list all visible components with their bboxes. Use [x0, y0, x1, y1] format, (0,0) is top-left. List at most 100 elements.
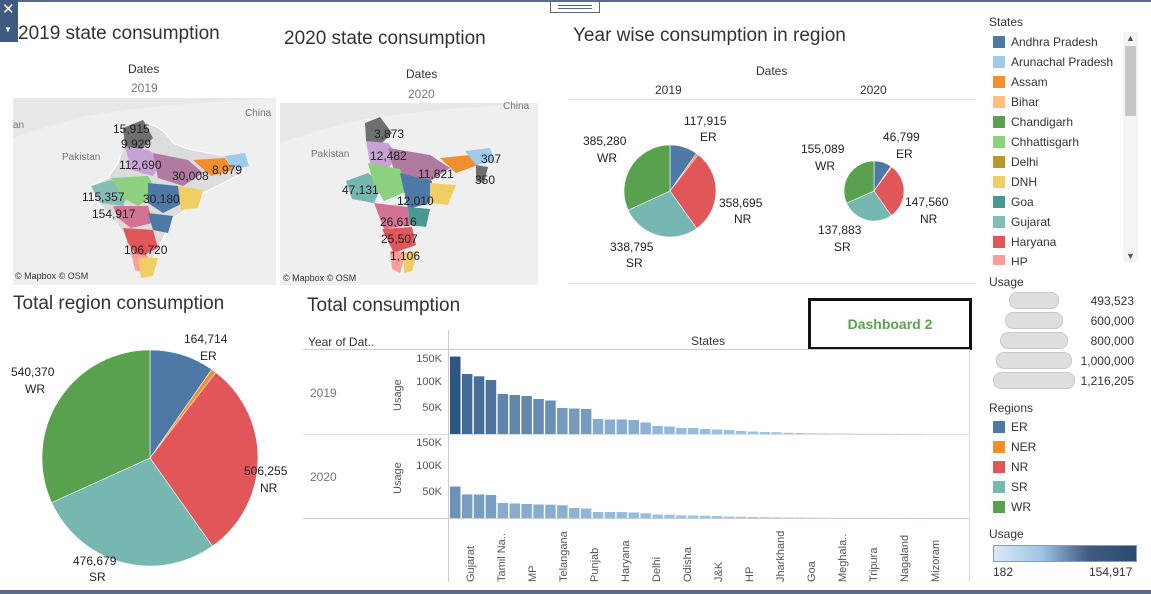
bar-2019-bar[interactable]: [461, 374, 473, 434]
bar-2020-bar[interactable]: [902, 517, 913, 519]
states-legend-item[interactable]: Gujarat: [993, 215, 1050, 229]
bar-2019-bar[interactable]: [723, 430, 735, 434]
bar-2019-bar[interactable]: [652, 426, 663, 434]
bar-2019-bar[interactable]: [533, 399, 544, 434]
states-legend-item[interactable]: Assam: [993, 75, 1048, 89]
bar-2019-bar[interactable]: [676, 428, 687, 434]
bar-2019-bar[interactable]: [569, 408, 580, 435]
bar-2020-bar[interactable]: [747, 517, 759, 518]
bar-2019-bar[interactable]: [854, 433, 866, 435]
pie-2020-slice-wr[interactable]: [843, 160, 875, 204]
bar-2020-bar[interactable]: [688, 515, 699, 519]
bar-2020-bar[interactable]: [664, 514, 675, 518]
states-legend-item[interactable]: Goa: [993, 195, 1034, 209]
bar-2019-bar[interactable]: [842, 433, 854, 435]
bar-2020-bar[interactable]: [878, 517, 889, 519]
bar-2019-bar[interactable]: [580, 409, 592, 434]
bar-2020-bar[interactable]: [807, 517, 818, 519]
bar-2020-bar[interactable]: [485, 495, 497, 518]
regions-legend-item[interactable]: WR: [993, 500, 1031, 514]
bar-2019-bar[interactable]: [557, 408, 568, 434]
bar-2020-bar[interactable]: [652, 514, 663, 519]
scroll-thumb[interactable]: [1125, 46, 1136, 116]
pie-2019[interactable]: [0, 0, 717, 238]
bar-2019-bar[interactable]: [497, 394, 509, 434]
pie-total-slice-wr[interactable]: [41, 349, 151, 504]
bar-2019-bar[interactable]: [866, 433, 878, 435]
bar-2020-bar[interactable]: [818, 517, 830, 519]
states-legend-item[interactable]: Andhra Pradesh: [993, 35, 1098, 49]
bar-2019-bar[interactable]: [521, 396, 532, 434]
bar-2020-bar[interactable]: [580, 508, 592, 519]
pie-2019-slice-nr[interactable]: [669, 154, 717, 229]
dashboard-2-button[interactable]: Dashboard 2: [808, 298, 972, 350]
bar-2019-bar[interactable]: [628, 420, 640, 434]
bar-2020-bar[interactable]: [569, 508, 580, 518]
bar-2019-bar[interactable]: [450, 356, 461, 434]
bar-2020-bar[interactable]: [830, 517, 842, 519]
bar-2019-bar[interactable]: [747, 431, 759, 435]
bar-2019-bar[interactable]: [902, 433, 913, 435]
regions-legend-item[interactable]: SR: [993, 480, 1028, 494]
close-icon[interactable]: ✕: [2, 1, 15, 18]
bar-2020-bar[interactable]: [854, 517, 866, 519]
bar-2019-bar[interactable]: [640, 422, 651, 435]
toolbar-corner[interactable]: ✕ ▼: [0, 0, 18, 42]
regions-legend-item[interactable]: NR: [993, 460, 1028, 474]
bar-2020-bar[interactable]: [604, 512, 616, 518]
pie-2020-slice-nr[interactable]: [873, 166, 905, 216]
pie-2019-slice-wr[interactable]: [623, 144, 671, 211]
bar-2019-bar[interactable]: [485, 380, 497, 434]
bar-2019-bar[interactable]: [830, 433, 842, 435]
bar-2019-bar[interactable]: [914, 433, 925, 435]
bar-2020-bar[interactable]: [450, 486, 461, 519]
bar-2020-bar[interactable]: [890, 517, 901, 519]
map-2020-attribution[interactable]: © Mapbox © OSM: [283, 273, 357, 283]
bar-2020-bar[interactable]: [509, 503, 521, 519]
states-legend-item[interactable]: Arunachal Pradesh: [993, 55, 1113, 69]
bar-2019-bar[interactable]: [616, 419, 628, 435]
bar-2019-bar[interactable]: [699, 429, 711, 434]
bar-2020-bar[interactable]: [783, 517, 794, 518]
chevron-down-icon[interactable]: ▼: [1126, 251, 1135, 261]
bar-2020-bar[interactable]: [616, 512, 628, 518]
bar-2020-bar[interactable]: [497, 503, 509, 518]
bar-2019-bar[interactable]: [473, 376, 485, 434]
states-legend-item[interactable]: Bihar: [993, 95, 1039, 109]
bar-2020-bar[interactable]: [866, 517, 878, 519]
bar-2019-bar[interactable]: [807, 433, 818, 434]
map-2019-attribution[interactable]: © Mapbox © OSM: [15, 271, 89, 281]
bar-2020-bar[interactable]: [473, 494, 485, 519]
bar-2019-bar[interactable]: [545, 400, 556, 435]
bar-2019-bar[interactable]: [664, 426, 675, 435]
bar-2019-bar[interactable]: [735, 431, 747, 434]
bar-2019-bar[interactable]: [771, 432, 782, 434]
bar-2019-bar[interactable]: [592, 419, 604, 434]
states-legend-item[interactable]: Haryana: [993, 235, 1056, 249]
pie-total-slice-nr[interactable]: [149, 371, 259, 547]
pie-2020[interactable]: [0, 0, 905, 222]
bar-2020-bar[interactable]: [735, 516, 747, 518]
bar-2020-bar[interactable]: [533, 504, 544, 519]
bar-2020-bar[interactable]: [795, 517, 806, 519]
bar-2020-bar[interactable]: [914, 517, 925, 519]
bar-2020-bar[interactable]: [461, 494, 473, 518]
bar-2020-bar[interactable]: [628, 512, 640, 519]
bar-2020-bar[interactable]: [592, 511, 604, 518]
bar-2020-bar[interactable]: [723, 516, 735, 519]
bar-2019-bar[interactable]: [795, 433, 806, 434]
states-legend-item[interactable]: HP: [993, 255, 1028, 265]
regions-legend-item[interactable]: NER: [993, 440, 1036, 454]
bar-2019-bar[interactable]: [878, 433, 889, 435]
bar-2020-bar[interactable]: [557, 505, 568, 518]
bar-2020-bar[interactable]: [699, 515, 711, 518]
regions-legend-item[interactable]: ER: [993, 420, 1028, 434]
states-legend-item[interactable]: Chandigarh: [993, 115, 1073, 129]
bar-2020-bar[interactable]: [759, 517, 770, 518]
bar-2020-bar[interactable]: [521, 504, 532, 518]
map-2020[interactable]: [280, 103, 538, 285]
states-legend-scrollbar[interactable]: ▲ ▼: [1123, 32, 1138, 262]
states-legend-item[interactable]: Chhattisgarh: [993, 135, 1079, 149]
bar-2019-bar[interactable]: [783, 432, 794, 434]
bar-2019-bar[interactable]: [711, 429, 723, 435]
